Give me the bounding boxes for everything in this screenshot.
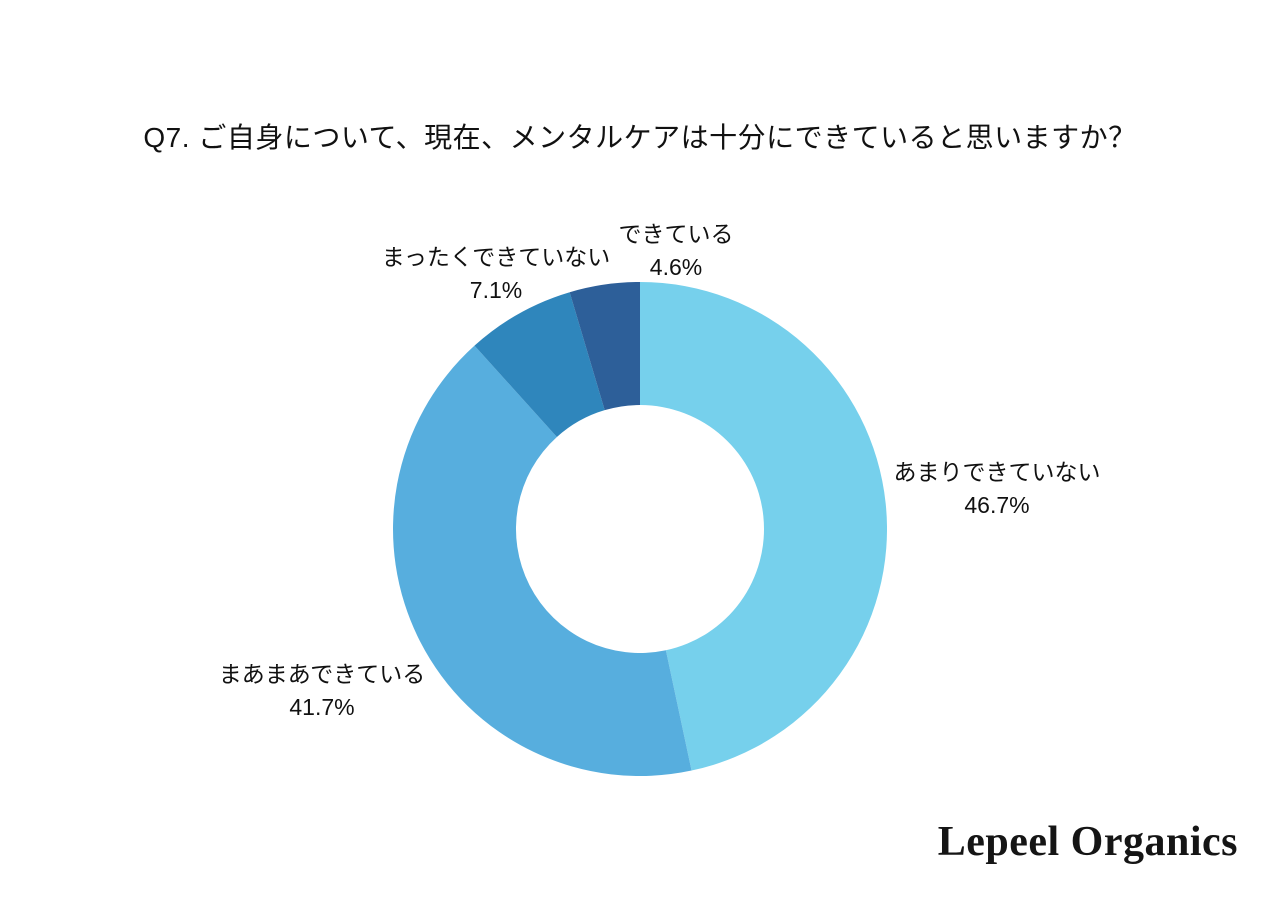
donut-chart [393, 282, 887, 776]
segment-label-pct: 41.7% [289, 694, 355, 720]
segment-label-pct: 4.6% [649, 254, 703, 280]
segment-label-amari-dekiteinai: あまりできていない 46.7% [894, 456, 1101, 522]
donut-segment-3 [569, 282, 640, 411]
segment-label-pct: 7.1% [469, 277, 523, 303]
donut-segment-0 [640, 282, 887, 771]
segment-label-dekiteiru: できている 4.6% [619, 218, 734, 284]
segment-label-pct: 46.7% [964, 492, 1030, 518]
segment-label-text: まったくできていない [381, 244, 611, 270]
segment-label-text: まあまあできている [218, 661, 426, 687]
segment-label-text: あまりできていない [893, 459, 1101, 485]
segment-label-maamaa-dekiteiru: まあまあできている 41.7% [219, 658, 426, 724]
donut-segment-2 [474, 292, 605, 437]
brand-logo: Lepeel Organics [937, 819, 1238, 865]
segment-label-text: できている [618, 221, 734, 247]
chart-title: Q7. ご自身について、現在、メンタルケアは十分にできていると思いますか？ [143, 122, 1137, 153]
donut-segment-1 [393, 345, 692, 776]
segment-label-mattaku-dekiteinai: まったくできていない 7.1% [382, 241, 610, 307]
